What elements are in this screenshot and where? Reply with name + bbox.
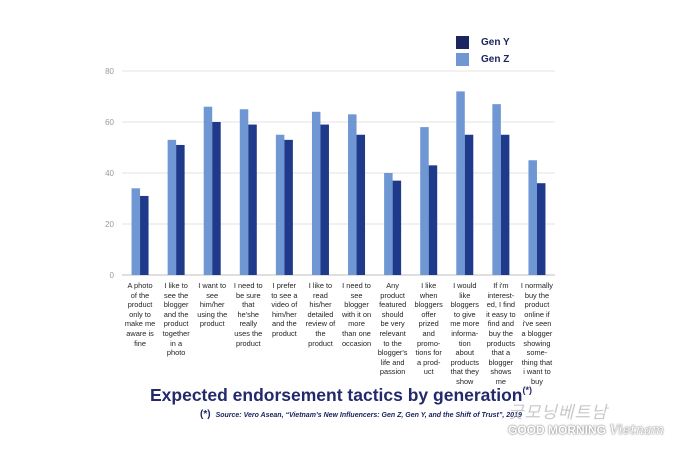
logo-text: GOOD MORNING Vietnam — [508, 423, 668, 438]
y-tick-label-80: 80 — [105, 67, 114, 76]
bar-gen-z-4 — [239, 109, 249, 275]
bar-gen-z-3 — [203, 106, 213, 275]
x-tick-label-1: A photo of the product only to make me a… — [124, 281, 156, 348]
chart-title-text: Expected endorsement tactics by generati… — [150, 385, 523, 405]
x-tick-label-10: I would like bloggers to give me more in… — [450, 281, 480, 386]
source-text: Source: Vero Asean, “Vietnam’s New Influ… — [215, 412, 522, 419]
x-tick-label-2: I like to see the blogger and the produc… — [162, 281, 190, 358]
x-tick-label-4: I need to be sure that he'she really use… — [233, 281, 263, 348]
y-tick-label-0: 0 — [110, 271, 115, 280]
x-tick-label-7: I need to see blogger with it on more th… — [341, 281, 372, 348]
x-tick-label-12: I normally buy the product online if i'v… — [520, 281, 553, 386]
title-footnote-mark: (*) — [522, 385, 532, 395]
bar-gen-z-5 — [275, 134, 285, 275]
y-tick-label-60: 60 — [105, 118, 114, 127]
legend-label-gen-y: Gen Y — [481, 37, 510, 48]
logo-text-bold: GOOD MORNING — [508, 423, 606, 437]
bar-gen-z-2 — [167, 139, 177, 275]
bar-gen-y-5 — [284, 139, 293, 275]
logo-text-script: Vietnam — [609, 423, 665, 438]
bar-gen-z-12 — [528, 160, 537, 275]
x-tick-label-9: I like when bloggers offer prized and pr… — [414, 281, 443, 377]
bar-gen-y-12 — [536, 183, 546, 275]
chart-title: Expected endorsement tactics by generati… — [150, 385, 532, 406]
bar-gen-y-10 — [464, 134, 474, 275]
bar-gen-y-6 — [320, 124, 329, 275]
x-tick-label-6: I like to read his/her detailed review o… — [305, 281, 336, 348]
legend-swatch-gen-y — [456, 36, 469, 49]
bar-gen-z-6 — [311, 111, 321, 275]
bar-gen-y-3 — [212, 122, 221, 275]
bar-gen-y-2 — [176, 144, 185, 275]
bar-gen-z-11 — [492, 104, 501, 276]
x-tick-label-5: I prefer to see a video of him/her and t… — [271, 281, 298, 338]
x-tick-label-8: Any product featured should be very rele… — [377, 281, 408, 377]
logo-hangul: 굿모닝베트남 — [508, 403, 608, 423]
bar-gen-z-10 — [456, 91, 465, 276]
bar-gen-y-9 — [428, 165, 438, 275]
bar-gen-z-8 — [384, 173, 393, 275]
chart-legend: Gen Y Gen Z — [456, 34, 510, 68]
bar-gen-y-11 — [500, 134, 510, 275]
y-tick-label-20: 20 — [105, 220, 114, 229]
chart-source: (*) Source: Vero Asean, “Vietnam’s New In… — [200, 409, 522, 420]
watermark-logo: 굿모닝베트남 GOOD MORNING Vietnam — [508, 398, 668, 443]
bar-gen-y-8 — [392, 180, 402, 275]
bar-gen-z-9 — [420, 127, 429, 275]
bar-gen-y-7 — [356, 134, 366, 275]
legend-item-gen-z: Gen Z — [456, 51, 510, 68]
legend-label-gen-z: Gen Z — [481, 54, 510, 65]
source-footnote-mark: (*) — [200, 409, 211, 420]
x-tick-label-3: I want to see him/her using the product — [197, 281, 228, 329]
bar-gen-z-1 — [131, 188, 141, 275]
x-tick-label-11: If i'm interest- ed, I find it easy to f… — [486, 281, 516, 386]
legend-swatch-gen-z — [456, 53, 469, 66]
bar-gen-y-1 — [140, 195, 149, 275]
bar-gen-z-7 — [348, 114, 357, 275]
y-tick-label-40: 40 — [105, 169, 114, 178]
legend-item-gen-y: Gen Y — [456, 34, 510, 51]
bar-gen-y-4 — [248, 124, 257, 275]
